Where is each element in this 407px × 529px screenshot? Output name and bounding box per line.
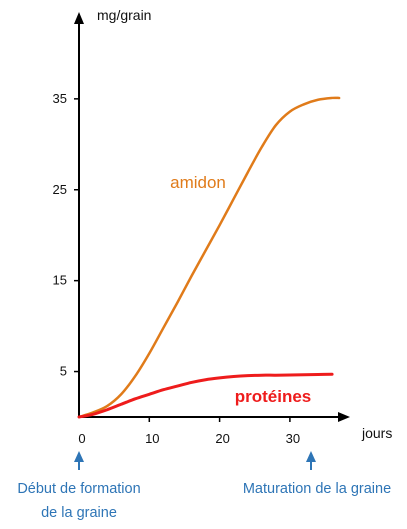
y-tick-label: 25 bbox=[53, 182, 67, 197]
annotation-markers: Début de formation de la graine Maturation… bbox=[17, 451, 391, 521]
annotation-arrow-icon bbox=[305, 451, 316, 462]
y-axis-label: mg/grain bbox=[97, 7, 151, 23]
annotation-arrow-icon bbox=[74, 451, 84, 462]
annotation-1: Maturation de la graine bbox=[243, 451, 391, 497]
x-axis-arrowhead bbox=[338, 412, 350, 422]
series-labels: amidon protéines bbox=[170, 173, 311, 406]
x-tick-label: 20 bbox=[215, 431, 229, 446]
annotation-0: Début de formation de la graine bbox=[17, 451, 141, 521]
ticks: 0 10 20 30 5 15 25 35 bbox=[53, 91, 301, 446]
series-lines bbox=[77, 96, 341, 419]
series-label-proteines: protéines bbox=[235, 387, 312, 406]
y-tick-label: 35 bbox=[53, 91, 67, 106]
annotation-text: de la graine bbox=[41, 505, 117, 521]
series-line-proteines bbox=[77, 372, 334, 419]
x-tick-label: 30 bbox=[286, 431, 300, 446]
series-line-amidon bbox=[77, 96, 341, 419]
annotation-text: Maturation de la graine bbox=[243, 481, 391, 497]
annotation-text: Début de formation bbox=[17, 481, 140, 497]
axes bbox=[74, 12, 350, 422]
y-tick-label: 5 bbox=[60, 364, 67, 379]
series-label-amidon: amidon bbox=[170, 173, 226, 192]
y-tick-label: 15 bbox=[53, 273, 67, 288]
x-tick-label: 10 bbox=[145, 431, 159, 446]
x-tick-label: 0 bbox=[78, 431, 85, 446]
x-axis-label: jours bbox=[361, 425, 392, 441]
y-axis-arrowhead bbox=[74, 12, 84, 24]
